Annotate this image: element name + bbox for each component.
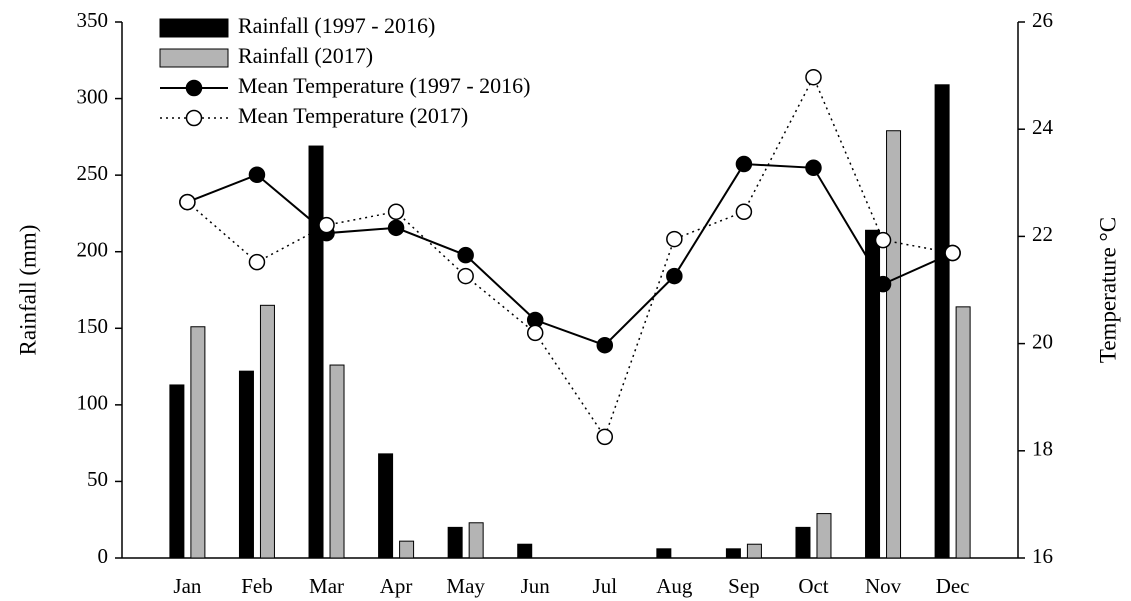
marker xyxy=(666,267,683,285)
marker xyxy=(526,324,544,342)
y2-tick-label: 20 xyxy=(1032,329,1053,353)
marker xyxy=(735,203,753,220)
marker xyxy=(944,244,961,262)
bar xyxy=(886,130,902,559)
bar xyxy=(865,229,881,559)
bar xyxy=(795,526,811,559)
y-tick-label: 350 xyxy=(77,8,109,32)
bar xyxy=(238,370,254,559)
marker xyxy=(179,193,196,211)
y-axis-label: Rainfall (mm) xyxy=(15,225,40,356)
marker xyxy=(248,166,266,184)
bar xyxy=(746,543,762,559)
marker xyxy=(874,275,892,293)
x-tick-label: Apr xyxy=(380,574,413,598)
x-tick-label: Feb xyxy=(241,574,273,598)
x-tick-label: Mar xyxy=(309,574,344,598)
y-tick-label: 300 xyxy=(77,84,109,108)
marker xyxy=(387,219,405,237)
marker xyxy=(596,336,614,354)
bar xyxy=(169,384,185,559)
y-tick-label: 200 xyxy=(77,238,109,262)
y-tick-label: 0 xyxy=(98,544,109,568)
marker xyxy=(457,267,474,285)
legend-label: Mean Temperature (2017) xyxy=(238,103,468,128)
bar xyxy=(308,145,324,559)
bar xyxy=(955,306,971,559)
x-tick-label: Jul xyxy=(593,574,618,598)
bar xyxy=(378,453,394,559)
bar xyxy=(656,548,672,559)
legend-swatch xyxy=(159,48,229,68)
y2-tick-label: 18 xyxy=(1032,437,1053,461)
bar xyxy=(190,326,206,559)
x-tick-label: Dec xyxy=(936,574,970,598)
x-tick-label: Nov xyxy=(865,574,902,598)
line xyxy=(186,75,953,439)
x-tick-label: Jun xyxy=(521,574,551,598)
bar xyxy=(468,522,484,559)
x-tick-label: Jan xyxy=(173,574,201,598)
y-tick-label: 100 xyxy=(77,391,109,415)
marker xyxy=(666,230,683,248)
line xyxy=(187,163,954,347)
y2-tick-label: 24 xyxy=(1032,115,1054,139)
legend-swatch xyxy=(159,18,229,38)
y-tick-label: 250 xyxy=(77,161,109,185)
bar xyxy=(447,526,463,559)
marker xyxy=(457,246,474,264)
bar xyxy=(399,540,415,559)
legend-label: Rainfall (1997 - 2016) xyxy=(238,13,435,38)
x-tick-label: Aug xyxy=(656,574,693,598)
x-tick-label: Sep xyxy=(728,574,760,598)
y2-tick-label: 26 xyxy=(1032,8,1053,32)
bar xyxy=(934,84,950,559)
y2-tick-label: 16 xyxy=(1032,544,1053,568)
marker xyxy=(318,216,335,234)
legend-marker xyxy=(185,109,203,127)
x-tick-label: May xyxy=(446,574,485,598)
y-tick-label: 50 xyxy=(87,467,108,491)
legend-label: Mean Temperature (1997 - 2016) xyxy=(238,73,531,98)
bar xyxy=(725,548,741,559)
marker xyxy=(596,428,614,446)
bar xyxy=(517,543,533,559)
x-tick-label: Oct xyxy=(798,574,828,598)
bar xyxy=(259,304,275,559)
y2-axis-label: Temperature °C xyxy=(1095,217,1120,363)
legend-label: Rainfall (2017) xyxy=(238,43,373,68)
marker xyxy=(805,159,822,177)
legend-marker xyxy=(185,79,203,97)
marker xyxy=(735,155,753,173)
y-tick-label: 150 xyxy=(77,314,109,338)
marker xyxy=(248,253,266,271)
marker xyxy=(387,203,405,220)
y2-tick-label: 22 xyxy=(1032,222,1053,246)
bar xyxy=(816,513,832,559)
bar xyxy=(329,364,345,559)
marker xyxy=(805,68,822,86)
marker xyxy=(874,231,892,249)
